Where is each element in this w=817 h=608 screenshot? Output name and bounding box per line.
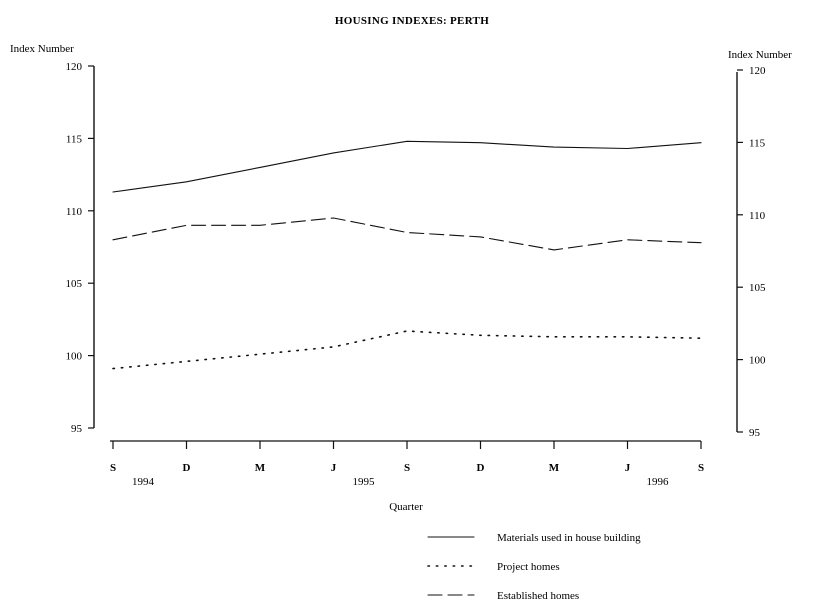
x-year-label: 1996 [647,476,670,488]
x-tick-label: S [110,462,116,474]
x-tick-label: M [255,462,266,474]
y-tick-label-right: 105 [749,282,766,294]
axes [93,66,738,442]
y-tick-label-left: 110 [66,206,83,218]
x-axis-label: Quarter [389,501,423,513]
x-tick-label: J [331,462,337,474]
y-tick-label-left: 105 [66,278,83,290]
y-tick-label-left: 95 [71,423,83,435]
series-line-3 [112,217,702,251]
x-tick-label: S [404,462,410,474]
series-layer [112,140,702,370]
y-axis-label-left: Index Number [10,43,74,55]
x-tick-label: M [549,462,560,474]
x-tick-label: S [698,462,704,474]
x-year-label: 1994 [132,476,155,488]
series-line-2 [112,330,702,370]
legend-label-1: Materials used in house building [497,532,641,544]
y-ticks-right: 95 100 105 110 115 120 [737,65,766,439]
series-line-1 [112,140,702,193]
y-tick-label-right: 115 [749,137,766,149]
y-tick-label-right: 110 [749,210,766,222]
legend-label-3: Established homes [497,590,579,602]
y-tick-label-right: 100 [749,355,766,367]
x-tick-label: J [625,462,631,474]
x-ticks: S D M J S D M J S 1994 1995 1996 [110,441,704,488]
x-tick-label: D [183,462,191,474]
y-tick-label-right: 95 [749,427,761,439]
y-axis-label-right: Index Number [728,49,792,61]
legend-label-2: Project homes [497,561,560,573]
legend: Materials used in house building Project … [427,532,641,602]
x-year-label: 1995 [353,476,376,488]
y-ticks-left: 95 100 105 110 115 120 [66,61,94,435]
y-tick-label-left: 100 [66,351,83,363]
y-tick-label-right: 120 [749,65,766,77]
x-tick-label: D [477,462,485,474]
y-tick-label-left: 120 [66,61,83,73]
chart-title: HOUSING INDEXES: PERTH [335,15,489,27]
y-tick-label-left: 115 [66,133,83,145]
